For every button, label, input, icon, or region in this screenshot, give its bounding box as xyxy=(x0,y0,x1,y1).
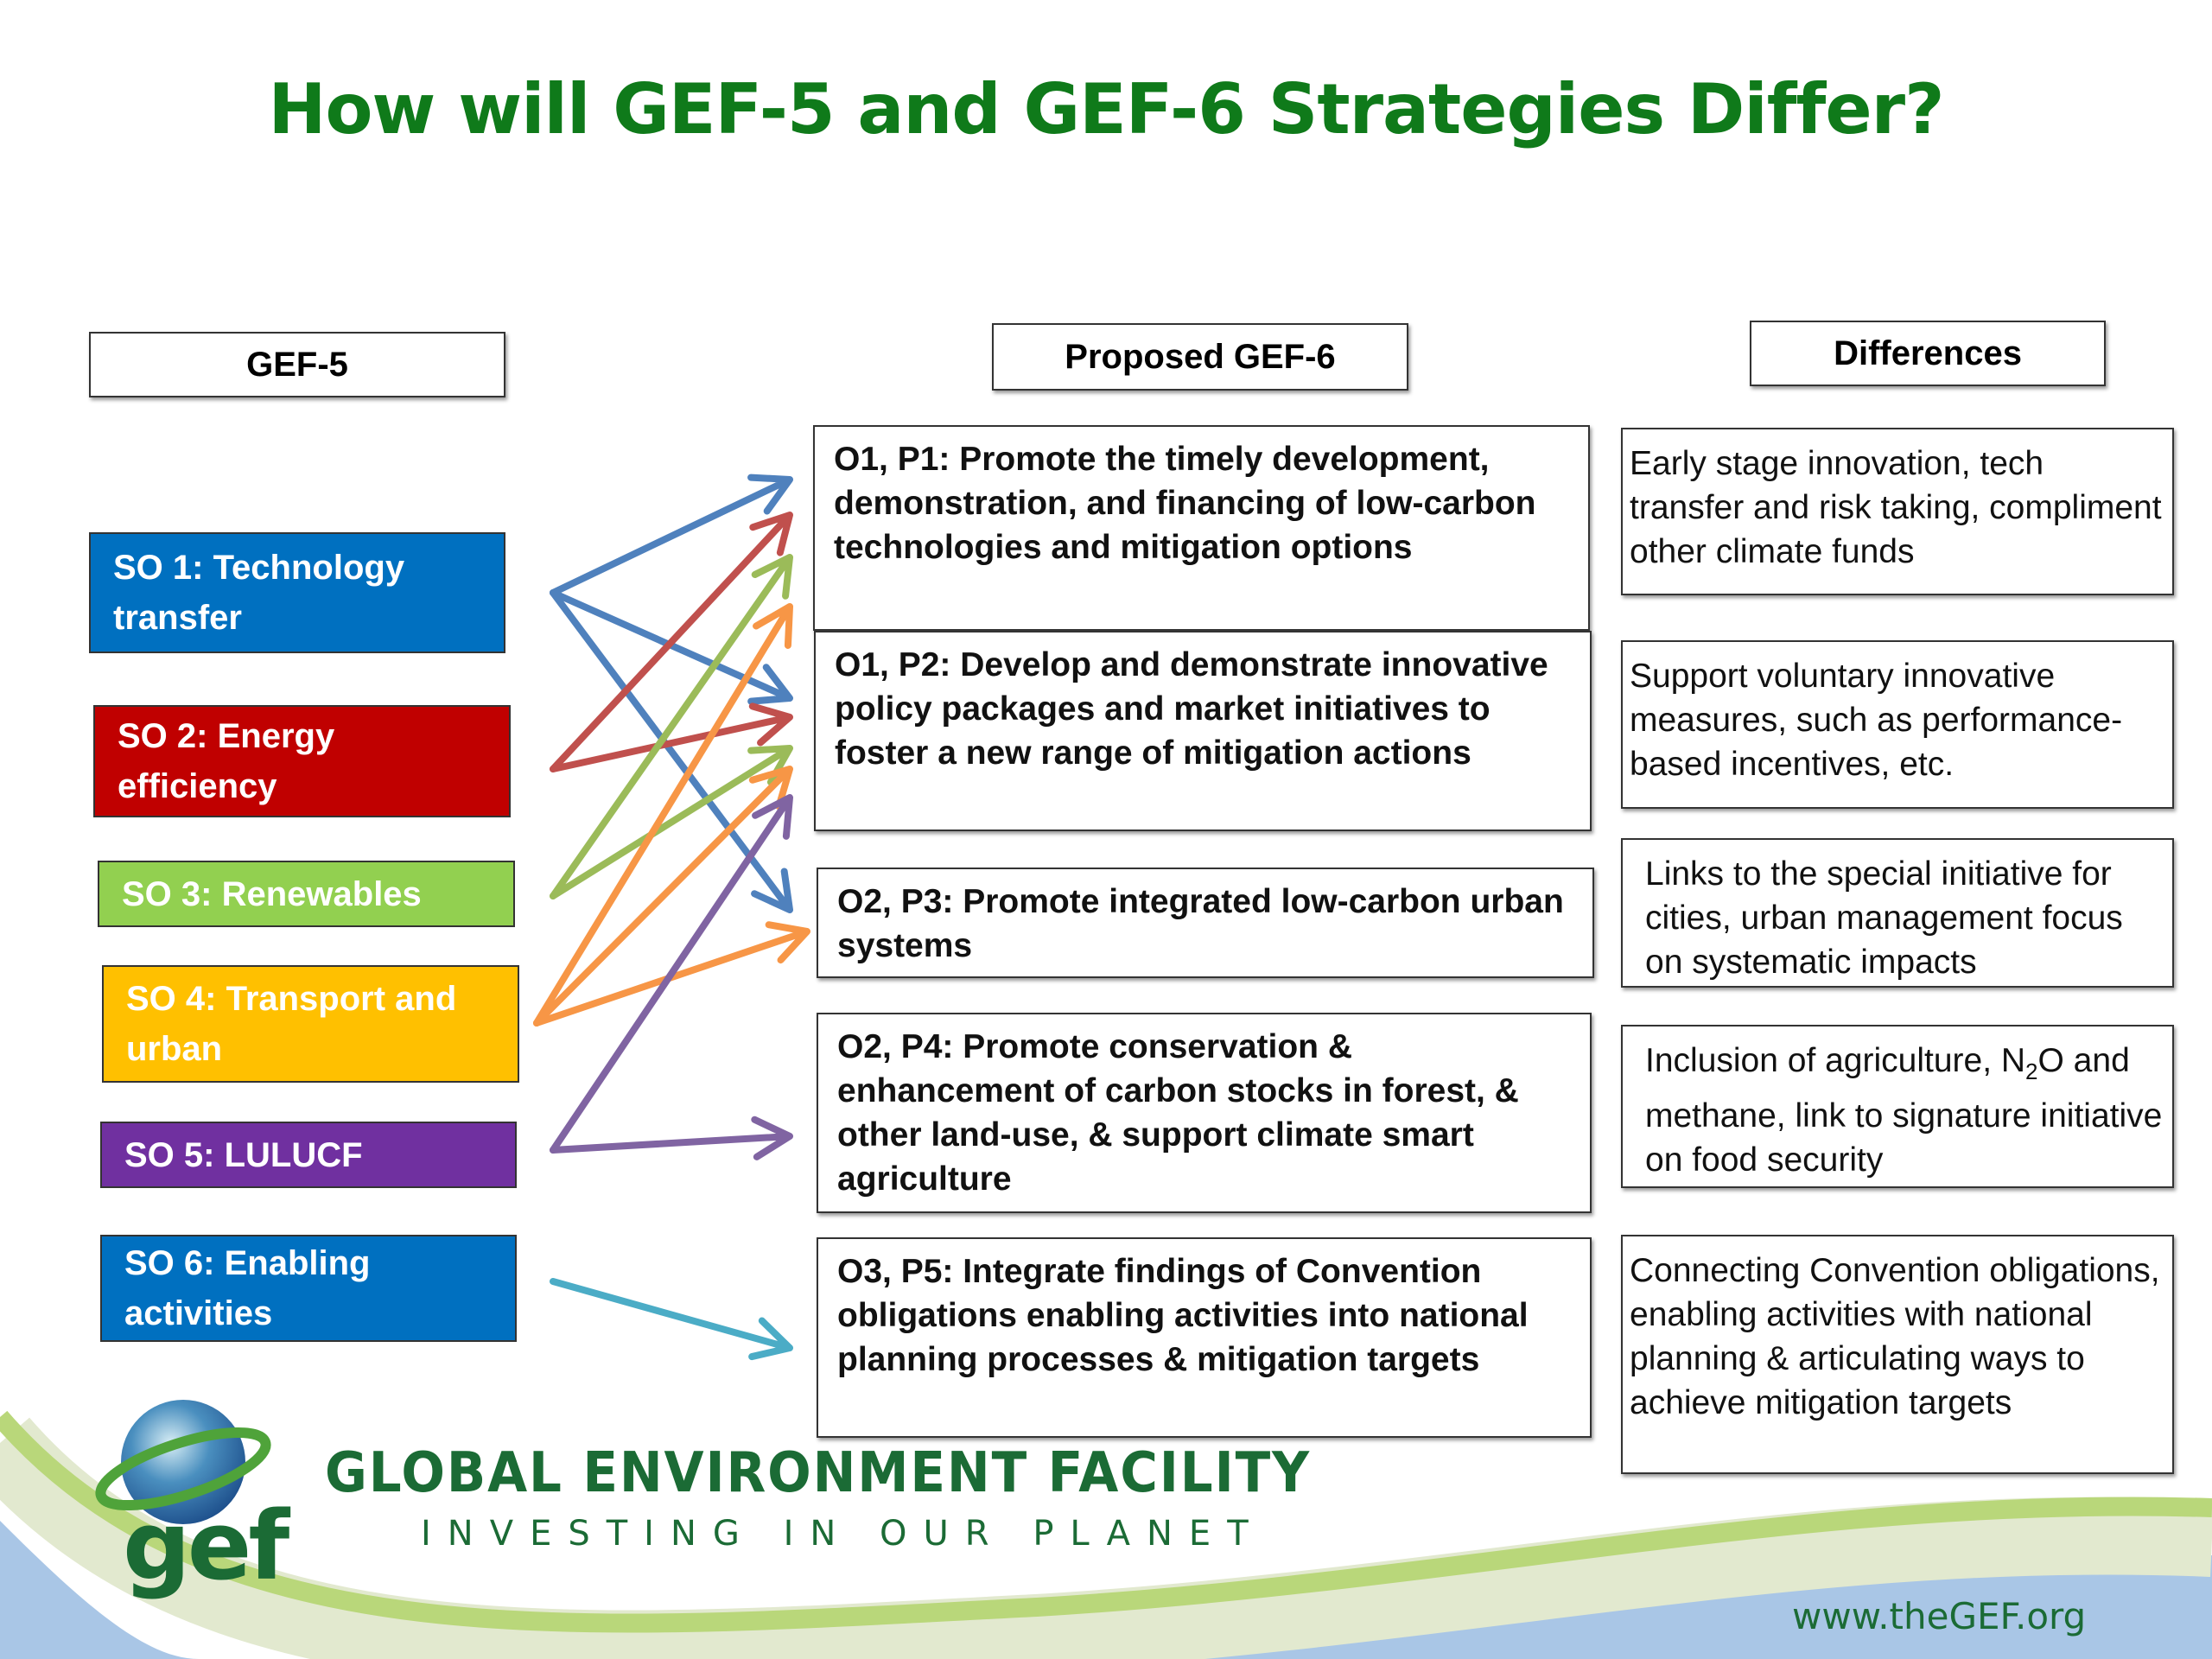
arrow-so5-to-p2 xyxy=(550,794,793,1154)
difference-p5: Connecting Convention obligations, enabl… xyxy=(1621,1235,2174,1474)
tagline: INVESTING IN OUR PLANET xyxy=(421,1514,1265,1554)
so1-technology-transfer: SO 1: Technology transfer xyxy=(89,532,505,653)
arrow-so3-to-p2 xyxy=(550,745,793,899)
program-p1: O1, P1: Promote the timely development, … xyxy=(813,425,1590,631)
difference-p1: Early stage innovation, tech transfer an… xyxy=(1621,428,2174,595)
arrow-so2-to-p2 xyxy=(550,702,793,772)
so4-transport-urban: SO 4: Transport and urban xyxy=(102,965,519,1083)
arrow-so4-to-p2 xyxy=(533,766,793,1027)
header-gef5: GEF-5 xyxy=(89,332,505,397)
globe-logo-icon xyxy=(95,1400,271,1524)
arrow-so1-to-p1 xyxy=(550,474,793,596)
so3-renewables: SO 3: Renewables xyxy=(98,861,515,927)
arrow-so2-to-p1 xyxy=(550,512,793,772)
arrow-so6-to-p5 xyxy=(550,1278,793,1361)
so6-enabling-activities: SO 6: Enabling activities xyxy=(100,1235,517,1342)
program-p3: O2, P3: Promote integrated low-carbon ur… xyxy=(817,868,1594,978)
website-link[interactable]: www.theGEF.org xyxy=(1792,1595,2087,1637)
difference-p4: Inclusion of agriculture, N2O and methan… xyxy=(1621,1025,2174,1188)
difference-p2: Support voluntary innovative measures, s… xyxy=(1621,640,2174,809)
header-gef6: Proposed GEF-6 xyxy=(992,323,1408,391)
arrow-so4-to-p1 xyxy=(533,603,793,1027)
gef-logo-text: gef xyxy=(123,1491,289,1601)
difference-p4-subscript: 2 xyxy=(2025,1058,2038,1084)
arrow-so5-to-p4 xyxy=(550,1116,793,1160)
arrow-so3-to-p1 xyxy=(550,554,793,899)
difference-p4-text-b: O and methane, link to signature initiat… xyxy=(1645,1042,2163,1179)
organization-name: GLOBAL ENVIRONMENT FACILITY xyxy=(325,1441,1311,1505)
so5-lulucf: SO 5: LULUCF xyxy=(100,1122,517,1188)
program-p5: O3, P5: Integrate findings of Convention… xyxy=(817,1237,1592,1438)
page-title: How will GEF-5 and GEF-6 Strategies Diff… xyxy=(268,69,1945,149)
difference-p3: Links to the special initiative for citi… xyxy=(1621,838,2174,988)
difference-p4-text-a: Inclusion of agriculture, N xyxy=(1645,1042,2026,1079)
so2-energy-efficiency: SO 2: Energy efficiency xyxy=(93,705,511,817)
header-differences: Differences xyxy=(1750,321,2106,386)
program-p2: O1, P2: Develop and demonstrate innovati… xyxy=(814,631,1592,831)
program-p4: O2, P4: Promote conservation & enhanceme… xyxy=(817,1013,1592,1213)
